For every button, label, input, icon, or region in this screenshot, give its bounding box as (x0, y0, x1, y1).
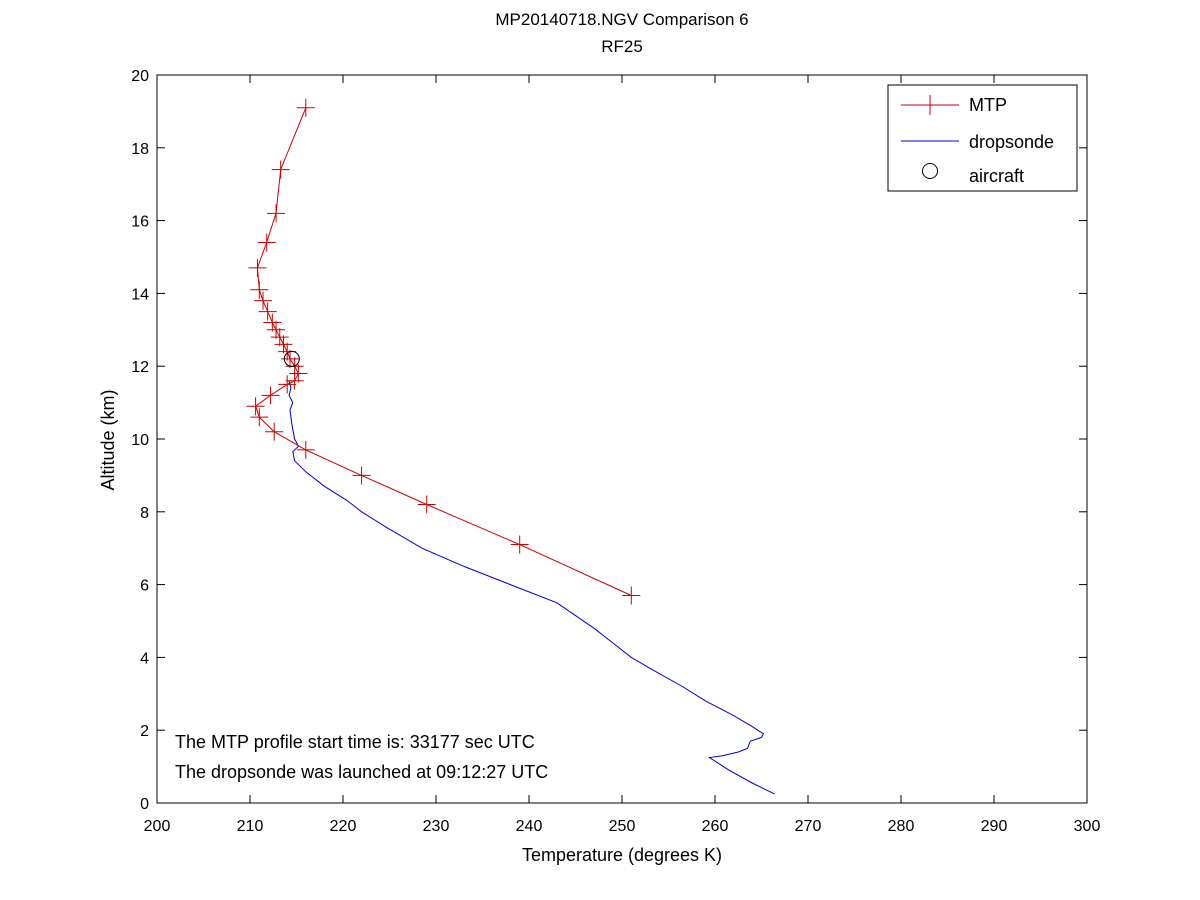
x-tick-label-220: 220 (330, 818, 357, 835)
y-tick-label-16: 16 (131, 214, 149, 231)
dropsonde-line (288, 380, 775, 795)
x-tick-label-210: 210 (237, 818, 264, 835)
mtp-point-4 (296, 440, 315, 459)
y-tick-label-10: 10 (131, 432, 149, 449)
annotation-dropsonde-launch-time: The dropsonde was launched at 09:12:27 U… (175, 762, 548, 782)
mtp-point-5 (265, 422, 284, 441)
chart-title: MP20140718.NGV Comparison 6 (495, 10, 748, 29)
mtp-point-23 (257, 233, 276, 252)
legend-swatch-aircraft (922, 163, 938, 179)
annotation-mtp-start-time: The MTP profile start time is: 33177 sec… (175, 732, 535, 752)
mtp-point-21 (250, 280, 269, 299)
y-tick-label-14: 14 (131, 286, 149, 303)
y-tick-label-6: 6 (140, 578, 149, 595)
y-axis-label: Altitude (km) (98, 389, 118, 490)
x-tick-label-230: 230 (423, 818, 450, 835)
mtp-point-24 (267, 204, 286, 223)
mtp-point-15 (274, 335, 293, 354)
mtp-point-26 (296, 98, 315, 117)
x-tick-label-290: 290 (981, 818, 1008, 835)
mtp-point-18 (263, 313, 282, 332)
x-tick-label-240: 240 (516, 818, 543, 835)
x-tick-label-280: 280 (888, 818, 915, 835)
mtp-point-1 (510, 535, 529, 554)
axis-ticks: 200 210 220 230 240 250 260 270 280 290 300 0 2 4 6 8 10… (131, 68, 1100, 835)
mtp-point-20 (254, 291, 273, 310)
mtp-point-11 (289, 364, 308, 383)
mtp-point-7 (246, 397, 265, 416)
mtp-point-2 (417, 495, 436, 514)
mtp-point-19 (258, 302, 277, 321)
x-tick-label-300: 300 (1074, 818, 1101, 835)
x-tick-label-250: 250 (609, 818, 636, 835)
mtp-point-25 (271, 160, 290, 179)
y-tick-label-4: 4 (140, 650, 149, 667)
mtp-point-0 (622, 586, 641, 605)
mtp-point-22 (248, 258, 267, 277)
x-tick-label-260: 260 (702, 818, 729, 835)
aircraft-point-0 (283, 350, 300, 367)
legend: MTP dropsonde aircraft (887, 84, 1078, 192)
mtp-point-9 (278, 375, 297, 394)
mtp-point-17 (267, 320, 286, 339)
mtp-line (255, 107, 632, 596)
y-tick-label-20: 20 (131, 68, 149, 85)
y-tick-label-18: 18 (131, 141, 149, 158)
legend-label-aircraft: aircraft (969, 166, 1024, 186)
y-tick-label-8: 8 (140, 505, 149, 522)
mtp-point-6 (250, 408, 269, 427)
y-tick-label-12: 12 (131, 359, 149, 376)
plot-area-frame (156, 74, 1088, 804)
mtp-point-8 (261, 386, 280, 405)
x-axis-label: Temperature (degrees K) (522, 845, 722, 865)
legend-label-dropsonde: dropsonde (969, 132, 1054, 152)
legend-box (887, 84, 1078, 192)
legend-swatch-mtp (901, 95, 959, 115)
y-tick-label-0: 0 (140, 796, 149, 813)
mtp-point-3 (352, 466, 371, 485)
plot-markers (246, 98, 641, 605)
legend-label-mtp: MTP (969, 95, 1007, 115)
plot-lines (255, 107, 775, 795)
y-tick-label-2: 2 (140, 723, 149, 740)
chart-subtitle: RF25 (601, 37, 643, 56)
mtp-point-16 (270, 328, 289, 347)
x-tick-label-270: 270 (795, 818, 822, 835)
x-tick-label-200: 200 (144, 818, 171, 835)
